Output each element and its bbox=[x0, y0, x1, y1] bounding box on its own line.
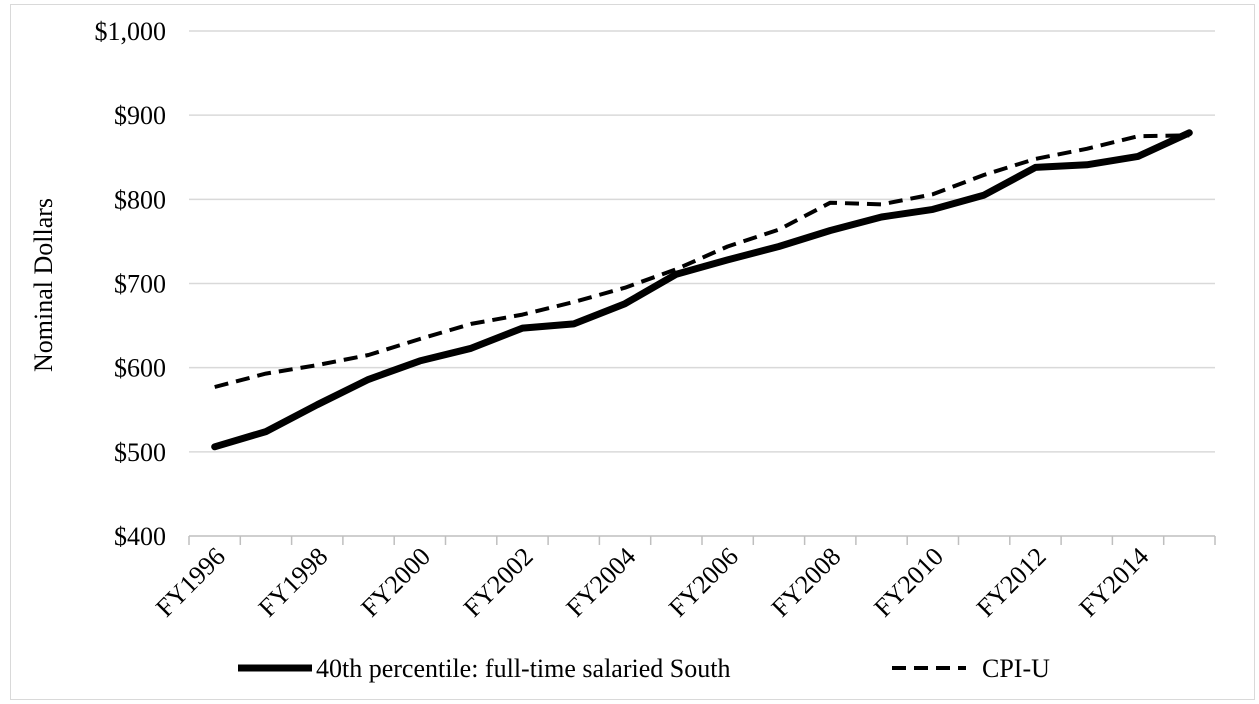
x-axis bbox=[188, 535, 1216, 545]
legend: 40th percentile: full-time salaried Sout… bbox=[238, 654, 1050, 683]
x-tick-label: FY2008 bbox=[766, 542, 847, 623]
series-lines bbox=[211, 129, 1193, 451]
x-tick-label: FY2014 bbox=[1074, 542, 1155, 623]
x-tick-label: FY1996 bbox=[150, 542, 231, 623]
y-axis-tick-labels: $400 $500 $600 $700 $800 $900 $1,000 bbox=[95, 17, 167, 551]
y-tick-label: $600 bbox=[114, 354, 166, 383]
x-tick-label: FY2002 bbox=[458, 542, 539, 623]
y-tick-label: $400 bbox=[114, 522, 166, 551]
y-tick-label: $500 bbox=[114, 438, 166, 467]
legend-label-series-1: 40th percentile: full-time salaried Sout… bbox=[316, 654, 730, 683]
x-tick-label: FY2006 bbox=[663, 542, 744, 623]
x-tick-label: FY2004 bbox=[561, 542, 642, 623]
y-tick-label: $1,000 bbox=[95, 17, 167, 46]
chart-frame bbox=[10, 4, 1255, 700]
series-line-2 bbox=[214, 133, 1190, 389]
y-tick-label: $700 bbox=[114, 270, 166, 299]
series-line-1 bbox=[211, 129, 1193, 451]
x-tick-label: FY2010 bbox=[868, 542, 949, 623]
x-tick-label: FY1998 bbox=[253, 542, 334, 623]
x-tick-label: FY2000 bbox=[355, 542, 436, 623]
y-tick-label: $900 bbox=[114, 101, 166, 130]
x-tick-label: FY2012 bbox=[971, 542, 1052, 623]
y-axis-label: Nominal Dollars bbox=[29, 198, 58, 372]
gridlines bbox=[189, 30, 1215, 453]
y-tick-label: $800 bbox=[114, 185, 166, 214]
x-axis-tick-labels: FY1996 FY1998 FY2000 FY2002 FY2004 FY2006 FY20… bbox=[150, 542, 1154, 623]
legend-label-series-2: CPI-U bbox=[982, 654, 1050, 683]
